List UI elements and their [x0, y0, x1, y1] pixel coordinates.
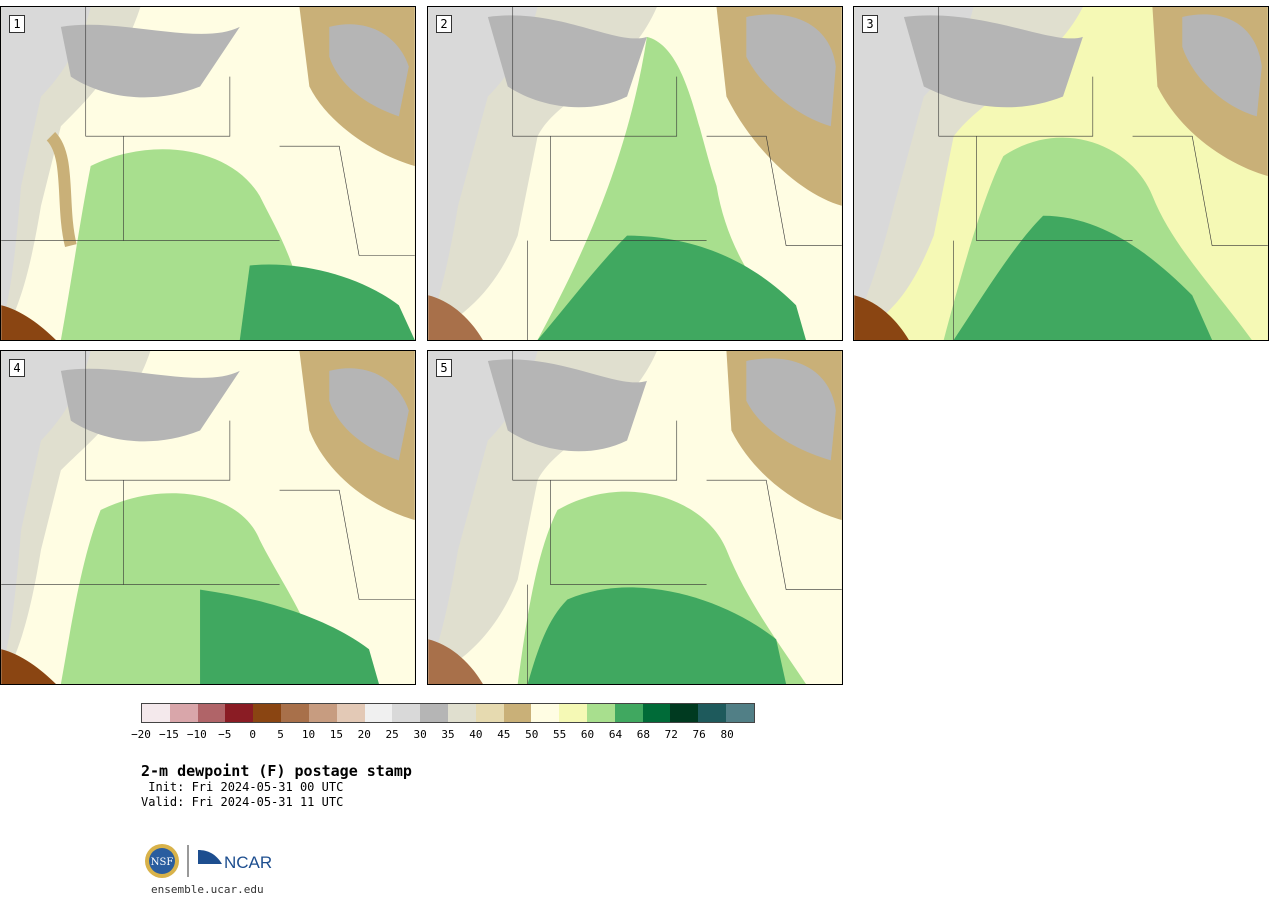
colorbar-swatch: [447, 704, 476, 722]
member-label-4: 4: [9, 359, 25, 377]
colorbar-tick-label: 25: [385, 728, 399, 741]
colorbar-tick-label: 55: [553, 728, 567, 741]
colorbar-swatch: [698, 704, 727, 722]
colorbar-swatch: [169, 704, 198, 722]
colorbar-swatch: [253, 704, 282, 722]
member-label-5: 5: [436, 359, 452, 377]
colorbar-swatch: [503, 704, 532, 722]
colorbar-tick-label: 20: [357, 728, 371, 741]
colorbar-tick-label: 64: [608, 728, 623, 741]
colorbar-tick-label: −10: [186, 728, 207, 741]
colorbar-tick-label: 5: [277, 728, 284, 741]
colorbar-swatch: [308, 704, 337, 722]
colorbar-tick-label: 76: [692, 728, 706, 741]
init-time: Init: Fri 2024-05-31 00 UTC: [141, 780, 344, 794]
colorbar-tick-label: 80: [720, 728, 734, 741]
colorbar-tick-label: −15: [158, 728, 179, 741]
colorbar-tick-labels: −20 −15 −10 −5 0 5 10 15 20 25 30 35 40 45 50 55 60 64 68 7…: [131, 728, 755, 742]
dewpoint-map-3: [854, 7, 1268, 340]
colorbar-swatch: [670, 704, 699, 722]
dewpoint-map-1: [1, 7, 415, 340]
colorbar-swatch: [336, 704, 365, 722]
colorbar-tick-label: 35: [441, 728, 455, 741]
dewpoint-map-2: [428, 7, 842, 340]
colorbar-tick-label: −20: [131, 728, 151, 741]
colorbar-swatch: [475, 704, 504, 722]
colorbar-tick-label: 60: [580, 728, 595, 741]
colorbar-tick-label: 45: [497, 728, 511, 741]
colorbar-swatch: [197, 704, 226, 722]
colorbar-tick-label: 50: [525, 728, 539, 741]
colorbar-tick-label: 40: [469, 728, 483, 741]
colorbar-swatch: [364, 704, 393, 722]
dewpoint-map-5: [428, 351, 842, 684]
stamp-panel-member-5: 5: [427, 350, 843, 685]
stamp-panel-member-4: 4: [0, 350, 416, 685]
colorbar-swatch: [420, 704, 448, 722]
colorbar-swatch: [726, 704, 754, 722]
nsf-ncar-logos: NSF NCAR: [144, 842, 274, 880]
colorbar-tick-label: −5: [218, 728, 232, 741]
member-label-3: 3: [862, 15, 878, 33]
colorbar-tick-label: 30: [413, 728, 427, 741]
colorbar-swatch: [614, 704, 643, 722]
dewpoint-map-4: [1, 351, 415, 684]
colorbar-tick-label: 68: [636, 728, 650, 741]
colorbar-swatch: [392, 704, 421, 722]
ncar-logo-icon: NCAR: [198, 850, 272, 872]
stamp-panel-member-1: 1: [0, 6, 416, 341]
valid-time: Valid: Fri 2024-05-31 11 UTC: [141, 795, 344, 809]
svg-text:NSF: NSF: [151, 857, 174, 868]
colorbar-tick-label: 72: [664, 728, 678, 741]
member-label-2: 2: [436, 15, 452, 33]
colorbar-tick-label: 10: [301, 728, 316, 741]
colorbar-swatch: [587, 704, 615, 722]
dewpoint-colorbar: [141, 703, 755, 723]
colorbar-tick-label: 0: [249, 728, 256, 741]
colorbar-swatch: [281, 704, 309, 722]
stamp-panel-member-3: 3: [853, 6, 1269, 341]
stamp-panel-member-2: 2: [427, 6, 843, 341]
nsf-logo-icon: NSF: [145, 844, 179, 878]
site-url: ensemble.ucar.edu: [151, 883, 264, 896]
colorbar-swatch: [531, 704, 560, 722]
colorbar-swatch: [142, 704, 170, 722]
svg-text:NCAR: NCAR: [224, 853, 272, 872]
colorbar-swatch: [642, 704, 671, 722]
product-title: 2-m dewpoint (F) postage stamp: [141, 762, 412, 780]
member-label-1: 1: [9, 15, 25, 33]
colorbar-swatch: [559, 704, 587, 722]
colorbar-swatch: [225, 704, 254, 722]
colorbar-tick-label: 15: [329, 728, 343, 741]
